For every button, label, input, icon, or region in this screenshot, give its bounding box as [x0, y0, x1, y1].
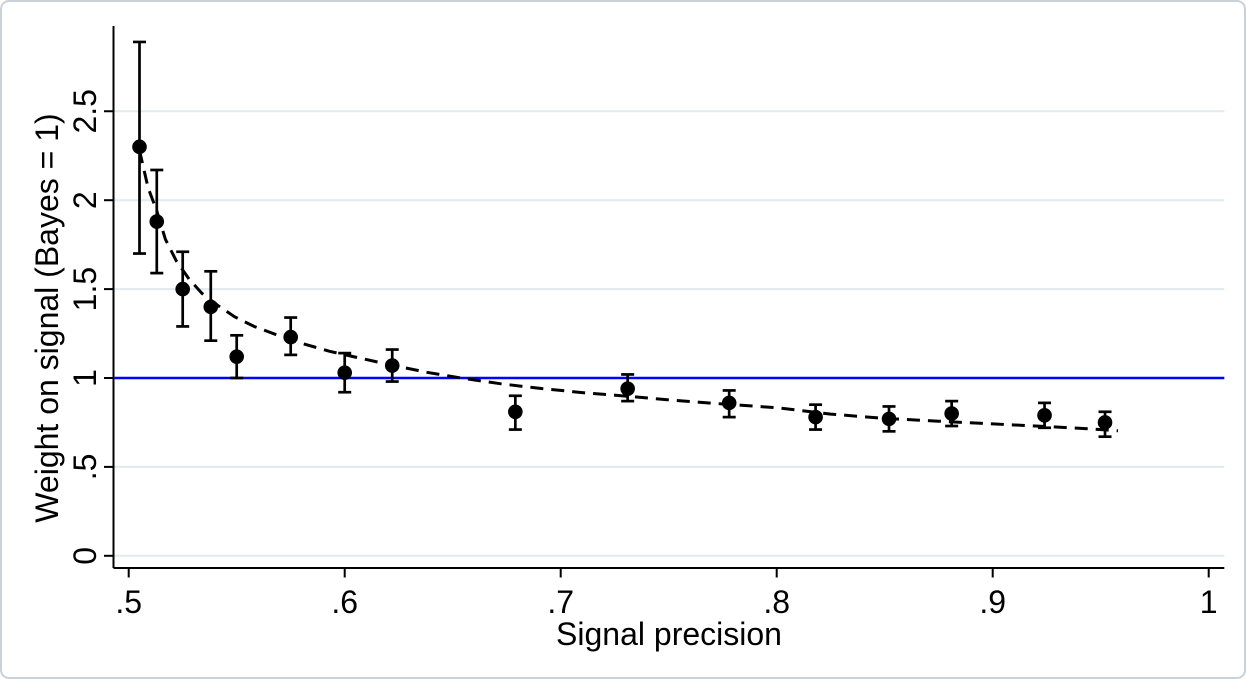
- data-point: [944, 406, 959, 421]
- x-tick-label: 1: [1200, 584, 1218, 620]
- y-tick-label: 1: [67, 369, 103, 387]
- fitted-curve-line: [138, 150, 1119, 433]
- x-tick-label: .9: [979, 584, 1006, 620]
- data-point: [808, 409, 823, 425]
- data-point: [337, 365, 353, 380]
- data-point: [203, 299, 219, 315]
- x-tick-label: .6: [331, 584, 358, 620]
- data-point: [620, 381, 635, 396]
- data-point: [283, 329, 299, 345]
- x-axis-title: Signal precision: [556, 616, 782, 652]
- data-point: [132, 139, 147, 155]
- data-point: [175, 281, 190, 297]
- y-tick-label: 1.5: [67, 267, 103, 311]
- data-point: [881, 411, 897, 427]
- y-tick-label: 0: [67, 547, 103, 565]
- data-point: [1097, 415, 1113, 430]
- x-tick-label: .8: [763, 584, 790, 620]
- y-tick-label: 2.5: [67, 89, 103, 133]
- data-point: [1037, 408, 1052, 423]
- y-axis-title: Weight on signal (Bayes = 1): [29, 113, 65, 522]
- data-point: [721, 395, 737, 411]
- data-point: [149, 214, 165, 229]
- data-point: [229, 349, 244, 364]
- y-tick-label: .5: [67, 454, 103, 481]
- data-point: [508, 404, 523, 420]
- x-tick-label: .5: [115, 584, 142, 620]
- y-tick-label: 2: [67, 191, 103, 209]
- data-point: [384, 358, 400, 373]
- x-tick-label: .7: [547, 584, 574, 620]
